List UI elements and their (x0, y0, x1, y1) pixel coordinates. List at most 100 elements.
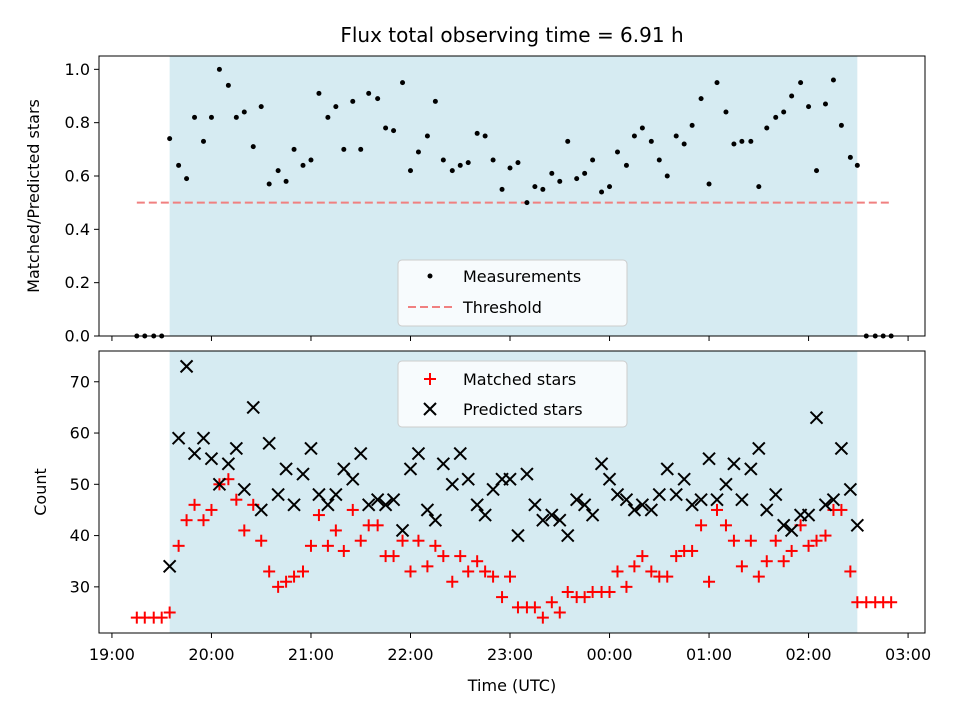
measurement-point (565, 138, 571, 144)
legend-measurements-marker (427, 273, 433, 279)
predicted-star-point (610, 487, 625, 502)
bottom-y-axis-label: Count (31, 468, 50, 516)
matched-star-point (661, 570, 674, 583)
matched-star-point (180, 514, 193, 527)
measurement-point (275, 168, 281, 174)
top-legend-box (397, 259, 628, 327)
matched-star-point (553, 606, 566, 619)
measurement-point (731, 141, 737, 147)
matched-star-point (172, 539, 185, 552)
measurement-point (607, 184, 613, 190)
predicted-star-point (279, 462, 293, 476)
measurement-point (291, 146, 297, 152)
predicted-star-point (627, 503, 642, 517)
measurement-point (167, 136, 173, 142)
measurement-point (375, 96, 381, 102)
legend-predicted-marker (423, 402, 437, 416)
predicted-star-point (719, 477, 733, 492)
measurement-point (698, 96, 704, 102)
predicted-star-point (752, 441, 766, 456)
predicted-star-point (801, 508, 816, 522)
measurement-point (192, 114, 198, 120)
predicted-star-point (569, 492, 584, 507)
matched-star-point (719, 519, 732, 532)
matched-star-point (711, 503, 724, 516)
predicted-star-point (685, 498, 699, 512)
matched-star-point (446, 575, 459, 588)
measurement-point (540, 186, 546, 192)
bottom-y-tick-label: 60 (70, 424, 90, 443)
matched-star-point (404, 565, 417, 578)
measurement-point (789, 93, 795, 99)
predicted-star-point (561, 528, 575, 543)
measurement-point (723, 109, 729, 115)
matched-star-point (297, 565, 310, 578)
top-y-axis-label: Matched/Predicted stars (24, 99, 43, 293)
measurement-point (639, 125, 645, 131)
measurement-point (176, 162, 182, 168)
bottom-y-tick-label: 50 (70, 475, 90, 494)
matched-star-point (785, 544, 798, 557)
x-tick-label: 23:00 (487, 645, 533, 664)
predicted-star-point (420, 503, 435, 517)
matched-star-point (561, 585, 574, 598)
measurement-point (689, 122, 695, 128)
bottom-y-tick-label: 70 (70, 372, 90, 391)
x-tick-label: 01:00 (686, 645, 732, 664)
predicted-star-point (378, 498, 393, 512)
matched-star-point (611, 565, 624, 578)
matched-star-point (645, 565, 658, 578)
measurement-point (781, 109, 787, 115)
predicted-star-point (577, 498, 592, 512)
predicted-star-point (321, 498, 335, 512)
matched-star-point (620, 580, 633, 593)
matched-star-point (312, 509, 325, 522)
measurement-point (283, 178, 289, 184)
measurement-point (474, 130, 480, 136)
top-y-tick-label: 1.0 (65, 60, 90, 79)
predicted-star-point (162, 559, 177, 574)
measurement-point (341, 146, 347, 152)
measurement-point (574, 176, 580, 182)
legend-matched-label: Matched stars (463, 370, 576, 389)
measurement-point (764, 125, 770, 131)
predicted-star-point (179, 359, 194, 374)
matched-star-point (777, 555, 790, 568)
predicted-star-point (403, 462, 418, 476)
matched-star-point (603, 585, 616, 598)
predicted-star-point (727, 457, 741, 471)
predicted-star-point (843, 482, 858, 497)
matched-star-point (197, 514, 210, 527)
measurement-point (623, 162, 629, 168)
measurement-point (648, 138, 654, 144)
top-x-ticks (111, 336, 909, 341)
bottom-y-tick-label: 30 (70, 577, 90, 596)
top-chart-title: Flux total observing time = 6.91 h (340, 23, 683, 47)
measurement-point (806, 104, 812, 110)
matched-star-point (272, 580, 285, 593)
measurement-point (350, 98, 356, 104)
matched-star-point (769, 534, 782, 547)
matched-star-point (703, 575, 716, 588)
predicted-star-point (809, 410, 824, 425)
measurement-point (216, 66, 222, 72)
matched-star-point (321, 539, 334, 552)
matched-star-point (471, 555, 484, 568)
legend-predicted-label: Predicted stars (463, 400, 583, 419)
top-y-ticks: 0.0 0.2 0.4 0.6 0.8 1.0 (65, 60, 99, 346)
matched-star-point (354, 534, 367, 547)
matched-star-point (686, 544, 699, 557)
bottom-axes-frame (98, 350, 926, 634)
matched-star-point (802, 539, 815, 552)
bottom-y-tick-label: 40 (70, 526, 90, 545)
matched-star-point (462, 565, 475, 578)
matched-star-point (819, 529, 832, 542)
predicted-star-point (354, 446, 368, 461)
predicted-star-point (229, 441, 244, 456)
top-points-group (134, 66, 894, 339)
predicted-star-point (204, 451, 219, 466)
measurement-point (524, 200, 530, 206)
bottom-x-ticks: 19:00 20:00 21:00 22:00 23:00 00:00 01:00 02:00… (89, 633, 931, 664)
predicted-star-point (262, 436, 276, 450)
